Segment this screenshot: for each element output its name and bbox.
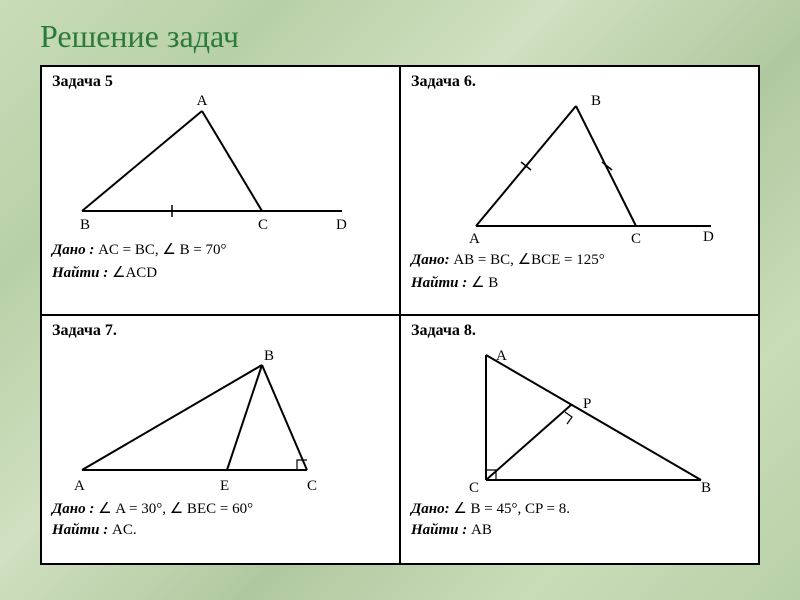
problem-7-title: Задача 7. [52, 322, 389, 340]
problem-title-text: Задача 7. [52, 322, 117, 339]
problem-6: Задача 6. B A C D Дано: AB = BC, ∠BCE = … [400, 66, 759, 315]
given-label: Дано: [411, 252, 450, 268]
svg-text:C: C [307, 478, 317, 494]
given-text: ∠ A = 30°, ∠ BEC = 60° [94, 501, 253, 517]
given-text: AB = BC, ∠BCE = 125° [450, 252, 605, 268]
problem-7: Задача 7. A B C E Дано : ∠ A = 30°, ∠ BE… [41, 315, 400, 564]
problem-8-diagram: A C B P [411, 340, 731, 495]
problem-7-given: Дано : ∠ A = 30°, ∠ BEC = 60° [52, 499, 389, 518]
find-label: Найти : [411, 275, 467, 291]
problem-5-title: Задача 5 [52, 73, 389, 91]
problem-5-find: Найти : ∠ACD [52, 263, 389, 282]
svg-text:A: A [197, 93, 208, 109]
given-label: Дано: [411, 501, 450, 517]
problem-title-text: Задача 5 [52, 73, 113, 90]
problem-title-text: Задача 6. [411, 73, 476, 90]
problem-title-text: Задача 8. [411, 322, 476, 339]
problem-6-given: Дано: AB = BC, ∠BCE = 125° [411, 250, 748, 269]
problem-5: Задача 5 A B C D Дано : AC = BC, ∠ B = 7… [41, 66, 400, 315]
problem-6-diagram: B A C D [411, 91, 731, 246]
svg-text:C: C [258, 217, 268, 233]
svg-text:B: B [591, 93, 601, 109]
svg-text:C: C [469, 480, 479, 495]
find-text: AC. [108, 522, 136, 538]
problem-8-given: Дано: ∠ B = 45°, CP = 8. [411, 499, 748, 518]
problem-8-find: Найти : AB [411, 522, 748, 539]
svg-text:D: D [703, 229, 714, 245]
problem-8-title: Задача 8. [411, 322, 748, 340]
given-text: AC = BC, ∠ B = 70° [94, 242, 226, 258]
given-text: ∠ B = 45°, CP = 8. [450, 501, 570, 517]
svg-text:B: B [264, 348, 274, 364]
svg-text:B: B [80, 217, 90, 233]
svg-text:A: A [74, 478, 85, 494]
svg-text:A: A [469, 231, 480, 246]
svg-text:C: C [631, 231, 641, 246]
svg-text:A: A [496, 348, 507, 364]
problem-7-find: Найти : AC. [52, 522, 389, 539]
find-label: Найти : [52, 522, 108, 538]
svg-text:P: P [583, 396, 591, 412]
problem-5-diagram: A B C D [52, 91, 372, 236]
find-text: ∠ B [467, 275, 498, 291]
given-label: Дано : [52, 242, 94, 258]
svg-text:B: B [701, 480, 711, 495]
slide-title: Решение задач [0, 0, 800, 65]
find-text: AB [467, 522, 492, 538]
problem-5-given: Дано : AC = BC, ∠ B = 70° [52, 240, 389, 259]
find-text: ∠ACD [108, 265, 157, 281]
problem-7-diagram: A B C E [52, 340, 372, 495]
problems-grid: Задача 5 A B C D Дано : AC = BC, ∠ B = 7… [40, 65, 760, 565]
problem-8: Задача 8. A C B P Дано: ∠ B = 45°, CP = … [400, 315, 759, 564]
find-label: Найти : [52, 265, 108, 281]
problem-6-title: Задача 6. [411, 73, 748, 91]
problem-6-find: Найти : ∠ B [411, 273, 748, 292]
svg-text:E: E [220, 478, 229, 494]
svg-text:D: D [336, 217, 347, 233]
given-label: Дано : [52, 501, 94, 517]
find-label: Найти : [411, 522, 467, 538]
